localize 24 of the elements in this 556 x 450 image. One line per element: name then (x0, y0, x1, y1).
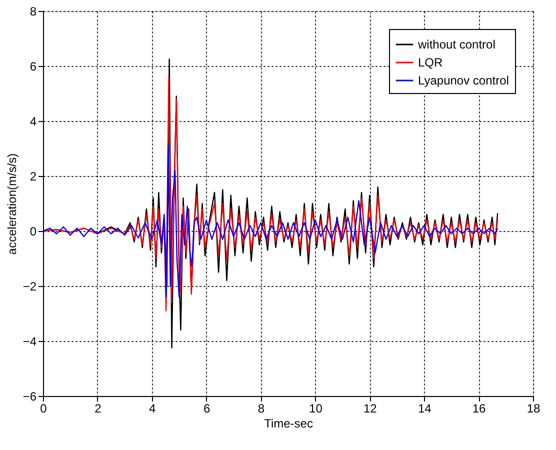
y-tick-label: 0 (30, 224, 37, 238)
y-tick-label: 4 (30, 114, 37, 128)
legend-label: LQR (418, 56, 444, 70)
y-tick-label: 2 (30, 170, 37, 184)
y-tick-label: −2 (22, 280, 37, 294)
y-tick-label: 6 (30, 60, 37, 74)
x-tick-label: 2 (94, 402, 102, 416)
x-tick-label: 6 (203, 402, 210, 416)
x-tick-label: 0 (40, 402, 48, 416)
x-tick-label: 12 (363, 402, 378, 416)
x-tick-label: 16 (472, 402, 486, 416)
y-tick-label: 8 (30, 4, 37, 18)
x-tick-label: 4 (149, 402, 156, 416)
legend-label: Lyapunov control (418, 74, 509, 88)
line-series (42, 145, 498, 298)
y-tick-label: −4 (22, 334, 37, 348)
x-axis-title: Time-sec (264, 416, 313, 430)
legend-label: without control (417, 38, 496, 52)
x-tick-label: 18 (526, 402, 540, 416)
y-tick-label: −6 (22, 390, 37, 404)
x-tick-label: 8 (258, 402, 265, 416)
y-axis-title: acceleration(m/s/s) (4, 153, 19, 255)
x-tick-label: 10 (309, 402, 323, 416)
x-tick-label: 14 (418, 402, 432, 416)
